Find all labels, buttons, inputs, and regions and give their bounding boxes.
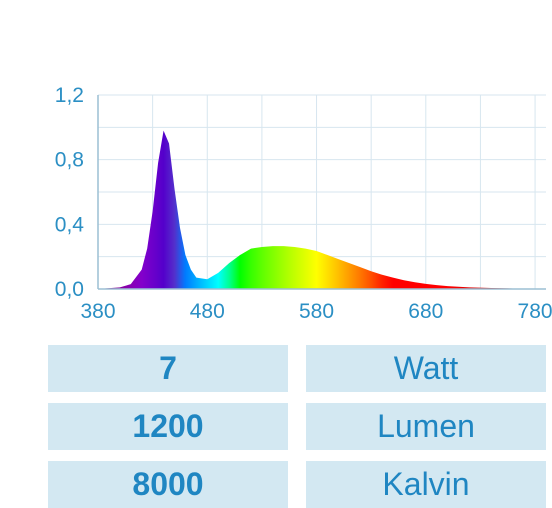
x-tick-label: 580 [299,300,334,323]
y-tick-label: 1,2 [55,84,84,107]
spec-value-power: 7 [48,345,288,392]
x-tick-label: 380 [80,300,115,323]
y-tick-label: 0,8 [55,149,84,172]
x-tick-label: 680 [408,300,443,323]
spectrum-chart: 380 480 580 680 780 0,0 0,4 0,8 1,2 [55,84,552,323]
x-tick-label: 480 [190,300,225,323]
spec-value-color-temperature: 8000 [48,461,288,508]
spectrum-area [98,130,546,289]
spec-unit-color-temperature: Kalvin [306,461,546,508]
spec-unit-luminous-flux: Lumen [306,403,546,450]
y-tick-label: 0,0 [55,278,84,301]
spec-unit-power: Watt [306,345,546,392]
chart-canvas: 380 480 580 680 780 0,0 0,4 0,8 1,2 [55,84,552,323]
y-tick-label: 0,4 [55,213,85,236]
x-tick-label: 780 [518,300,552,323]
spec-value-luminous-flux: 1200 [48,403,288,450]
